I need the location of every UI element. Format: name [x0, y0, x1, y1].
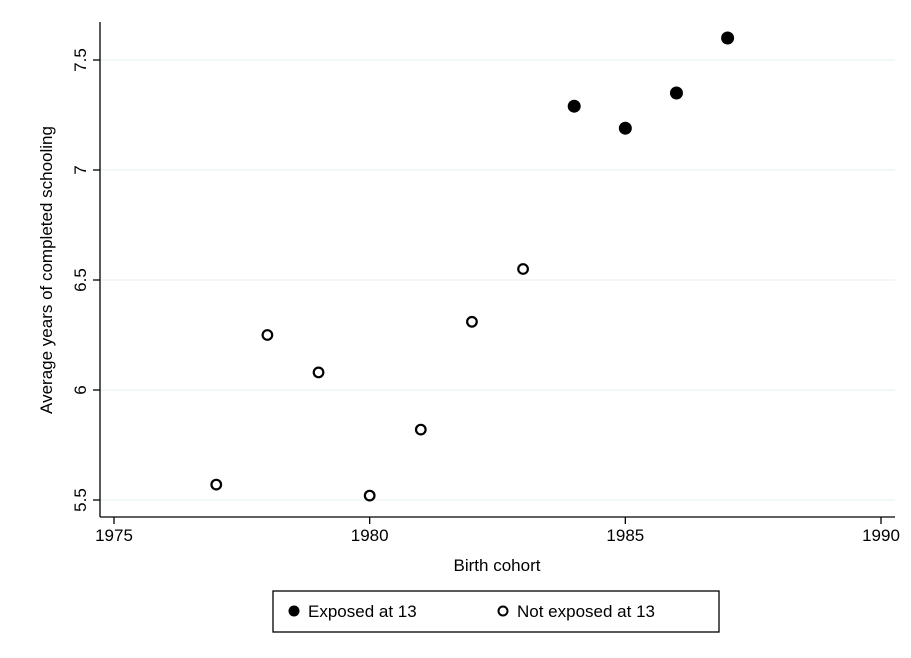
x-axis-title: Birth cohort	[454, 556, 541, 575]
y-tick-label: 6	[71, 385, 90, 394]
data-points	[210, 31, 735, 502]
legend-box	[272, 590, 720, 633]
x-tick-label: 1990	[862, 526, 900, 545]
point-not-exposed	[363, 489, 376, 502]
point-exposed	[721, 31, 735, 45]
legend-marker-exposed	[288, 605, 300, 617]
point-exposed	[618, 121, 632, 135]
legend-label-not-exposed: Not exposed at 13	[517, 602, 655, 621]
y-ticks: 5.5 6 6.5 7 7.5	[71, 48, 100, 512]
legend-marker-not-exposed	[497, 605, 509, 617]
y-tick-label: 7.5	[71, 48, 90, 72]
point-not-exposed	[312, 366, 325, 379]
y-tick-label: 6.5	[71, 268, 90, 292]
point-exposed	[567, 99, 581, 113]
y-tick-label: 7	[71, 165, 90, 174]
y-axis-title: Average years of completed schooling	[37, 126, 56, 414]
legend-label-exposed: Exposed at 13	[308, 602, 417, 621]
x-tick-label: 1975	[95, 526, 133, 545]
gridlines	[100, 59, 895, 501]
x-tick-label: 1985	[606, 526, 644, 545]
axes	[99, 22, 895, 518]
point-not-exposed	[261, 329, 274, 341]
y-tick-label: 5.5	[71, 488, 90, 512]
x-tick-label: 1980	[351, 526, 389, 545]
point-not-exposed	[414, 423, 427, 436]
point-exposed	[669, 86, 683, 100]
point-not-exposed	[210, 478, 223, 491]
point-not-exposed	[517, 263, 529, 275]
x-ticks: 1975 1980 1985 1990	[95, 517, 900, 545]
point-not-exposed	[466, 315, 478, 328]
legend: Exposed at 13 Not exposed at 13	[272, 590, 720, 633]
